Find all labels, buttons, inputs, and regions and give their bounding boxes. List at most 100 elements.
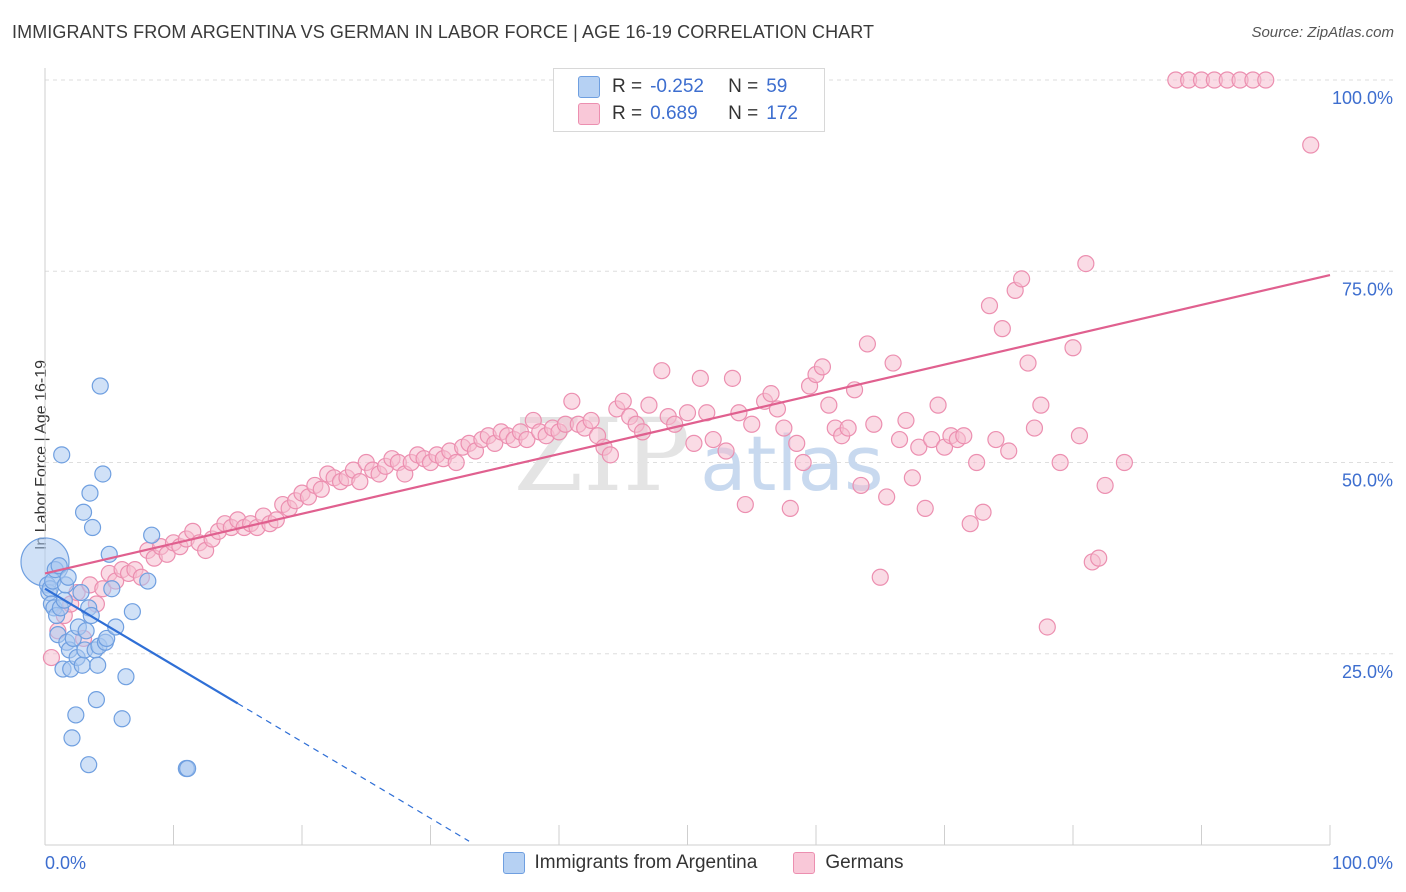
argentina-point (179, 759, 197, 778)
series-swatch-pink (793, 852, 816, 874)
legend-n-label: N = (728, 76, 759, 97)
germans-point (1025, 419, 1044, 437)
y-tick-label: 75.0% (1342, 279, 1393, 299)
argentina-points (20, 377, 197, 778)
trend-lines (44, 274, 1331, 842)
germans-point (653, 362, 671, 380)
germans-point (717, 442, 735, 460)
series-swatch-blue (502, 852, 525, 874)
germans-trend-line (44, 274, 1331, 575)
x-tick-label: 0.0% (45, 853, 86, 873)
legend-r-label: R = (612, 76, 643, 97)
germans-point (1077, 255, 1095, 273)
series-legend-germans[interactable]: Germans (793, 852, 903, 874)
germans-point (910, 438, 928, 456)
argentina-point (63, 729, 81, 747)
germans-point (993, 320, 1011, 338)
germans-point (1032, 396, 1050, 414)
argentina-point (123, 603, 141, 621)
germans-points (42, 71, 1320, 667)
argentina-trend-line (44, 587, 239, 705)
y-tick-label: 50.0% (1342, 471, 1393, 491)
germans-point (820, 396, 838, 414)
germans-point (781, 499, 799, 517)
germans-point (704, 430, 722, 449)
argentina-point (91, 377, 109, 395)
chart-title: IMMIGRANTS FROM ARGENTINA VS GERMAN IN L… (12, 22, 875, 42)
germans-point (743, 415, 761, 433)
argentina-point (139, 572, 157, 590)
germans-point (968, 453, 986, 472)
legend-r-label: R = (612, 103, 643, 124)
germans-point (723, 369, 742, 387)
germans-point (1012, 270, 1031, 288)
series-legend-argentina[interactable]: Immigrants from Argentina (502, 852, 758, 874)
germans-point (1257, 71, 1275, 89)
argentina-point (89, 656, 107, 674)
germans-point (518, 430, 536, 449)
germans-point (1000, 442, 1018, 460)
germans-point (775, 419, 793, 437)
argentina-point (83, 518, 102, 537)
grid-layer (45, 79, 1395, 655)
y-tick-label: 100.0% (1332, 88, 1393, 108)
germans-point (916, 499, 934, 517)
germans-point (1064, 339, 1082, 357)
argentina-point (53, 446, 71, 464)
germans-point (987, 430, 1005, 449)
germans-point (1019, 354, 1037, 372)
legend-n-label: N = (728, 103, 759, 124)
argentina-point (143, 526, 161, 544)
germans-point (1038, 618, 1056, 636)
legend-swatch-blue (578, 76, 600, 98)
legend-row-argentina: R = -0.252 N = 59 (578, 75, 787, 99)
y-tick-label: 25.0% (1342, 662, 1393, 682)
legend-swatch-pink (578, 103, 600, 125)
germans-point (633, 423, 652, 441)
argentina-point (74, 503, 93, 521)
germans-point (923, 430, 941, 449)
chart-source: Source: ZipAtlas.com (1251, 24, 1394, 41)
germans-point (42, 648, 61, 667)
germans-point (563, 392, 581, 410)
germans-point (980, 297, 999, 315)
germans-point (762, 385, 780, 403)
germans-point (865, 415, 883, 433)
argentina-point (73, 656, 91, 674)
germans-point (1302, 136, 1320, 154)
tick-labels: 100.0% 75.0% 50.0% 25.0% 0.0% 100.0% (45, 88, 1393, 873)
germans-point (666, 415, 684, 433)
germans-point (929, 396, 947, 414)
legend-n-value: 59 (766, 76, 788, 97)
germans-point (685, 434, 703, 452)
germans-point (955, 427, 973, 445)
germans-point (1096, 476, 1114, 495)
germans-point (794, 453, 812, 472)
argentina-point (80, 756, 98, 774)
argentina-point (87, 691, 106, 709)
series-label-argentina: Immigrants from Argentina (534, 852, 758, 873)
argentina-point (98, 629, 116, 648)
series-legend: Immigrants from Argentina Germans (0, 852, 1406, 874)
germans-point (890, 430, 909, 449)
germans-point (614, 392, 632, 410)
germans-point (878, 488, 896, 506)
argentina-point (81, 484, 99, 502)
germans-point (871, 568, 889, 586)
legend-r-value: -0.252 (650, 76, 704, 97)
germans-point (961, 515, 979, 533)
germans-point (788, 434, 806, 452)
germans-point (974, 503, 992, 521)
legend-row-germans: R = 0.689 N = 172 (578, 102, 798, 126)
watermark-atlas: atlas (700, 419, 884, 508)
series-label-germans: Germans (825, 852, 904, 873)
germans-point (897, 411, 915, 430)
germans-point (601, 446, 620, 464)
argentina-point (117, 668, 135, 686)
germans-point (858, 335, 877, 353)
argentina-point (72, 583, 90, 602)
germans-point (1070, 427, 1089, 445)
germans-point (852, 476, 870, 495)
argentina-point (77, 622, 95, 640)
